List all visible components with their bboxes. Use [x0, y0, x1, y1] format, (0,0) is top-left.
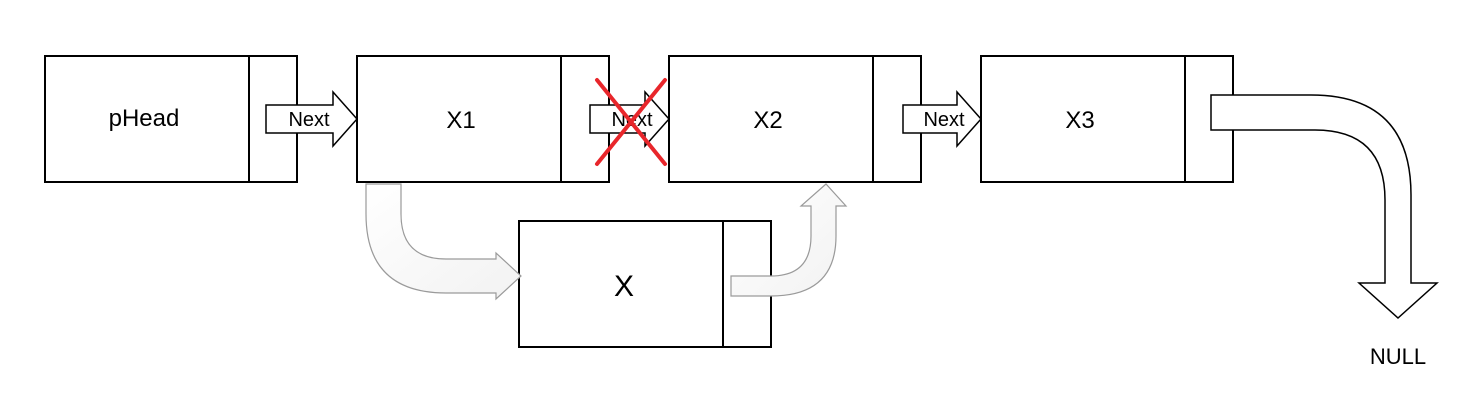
node-x3-label: X3 — [1065, 107, 1094, 134]
node-x2: X2 — [668, 55, 922, 183]
next-arrow-x1-to-x2: Next — [589, 78, 671, 166]
curved-arrow-x-to-x2 — [730, 183, 848, 297]
node-x1: X1 — [356, 55, 610, 183]
node-x2-label: X2 — [753, 107, 782, 134]
node-x-data-cell — [518, 220, 724, 348]
next-arrow-label: Next — [923, 109, 965, 131]
next-arrow-label: Next — [288, 109, 330, 131]
node-x-new: X — [518, 220, 772, 348]
curved-arrow-x3-to-null — [1210, 94, 1439, 320]
node-phead-label: pHead — [109, 105, 180, 132]
node-x3-data-cell — [980, 55, 1186, 183]
null-label: NULL — [1370, 344, 1426, 369]
curved-arrow-x1-to-x — [365, 183, 522, 301]
node-x3: X3 — [980, 55, 1234, 183]
block-arrow-shape — [265, 90, 359, 148]
node-phead: pHead — [44, 55, 298, 183]
block-arrow-shape — [902, 90, 983, 148]
node-x2-data-cell — [668, 55, 874, 183]
next-arrow-x2-to-x3: Next — [902, 90, 983, 148]
next-arrow-head-to-x1: Next — [265, 90, 359, 148]
node-x-label: X — [614, 270, 634, 303]
node-x1-data-cell — [356, 55, 562, 183]
node-x1-label: X1 — [446, 107, 475, 134]
node-phead-data-cell — [44, 55, 250, 183]
cross-mark-icon — [595, 78, 667, 166]
